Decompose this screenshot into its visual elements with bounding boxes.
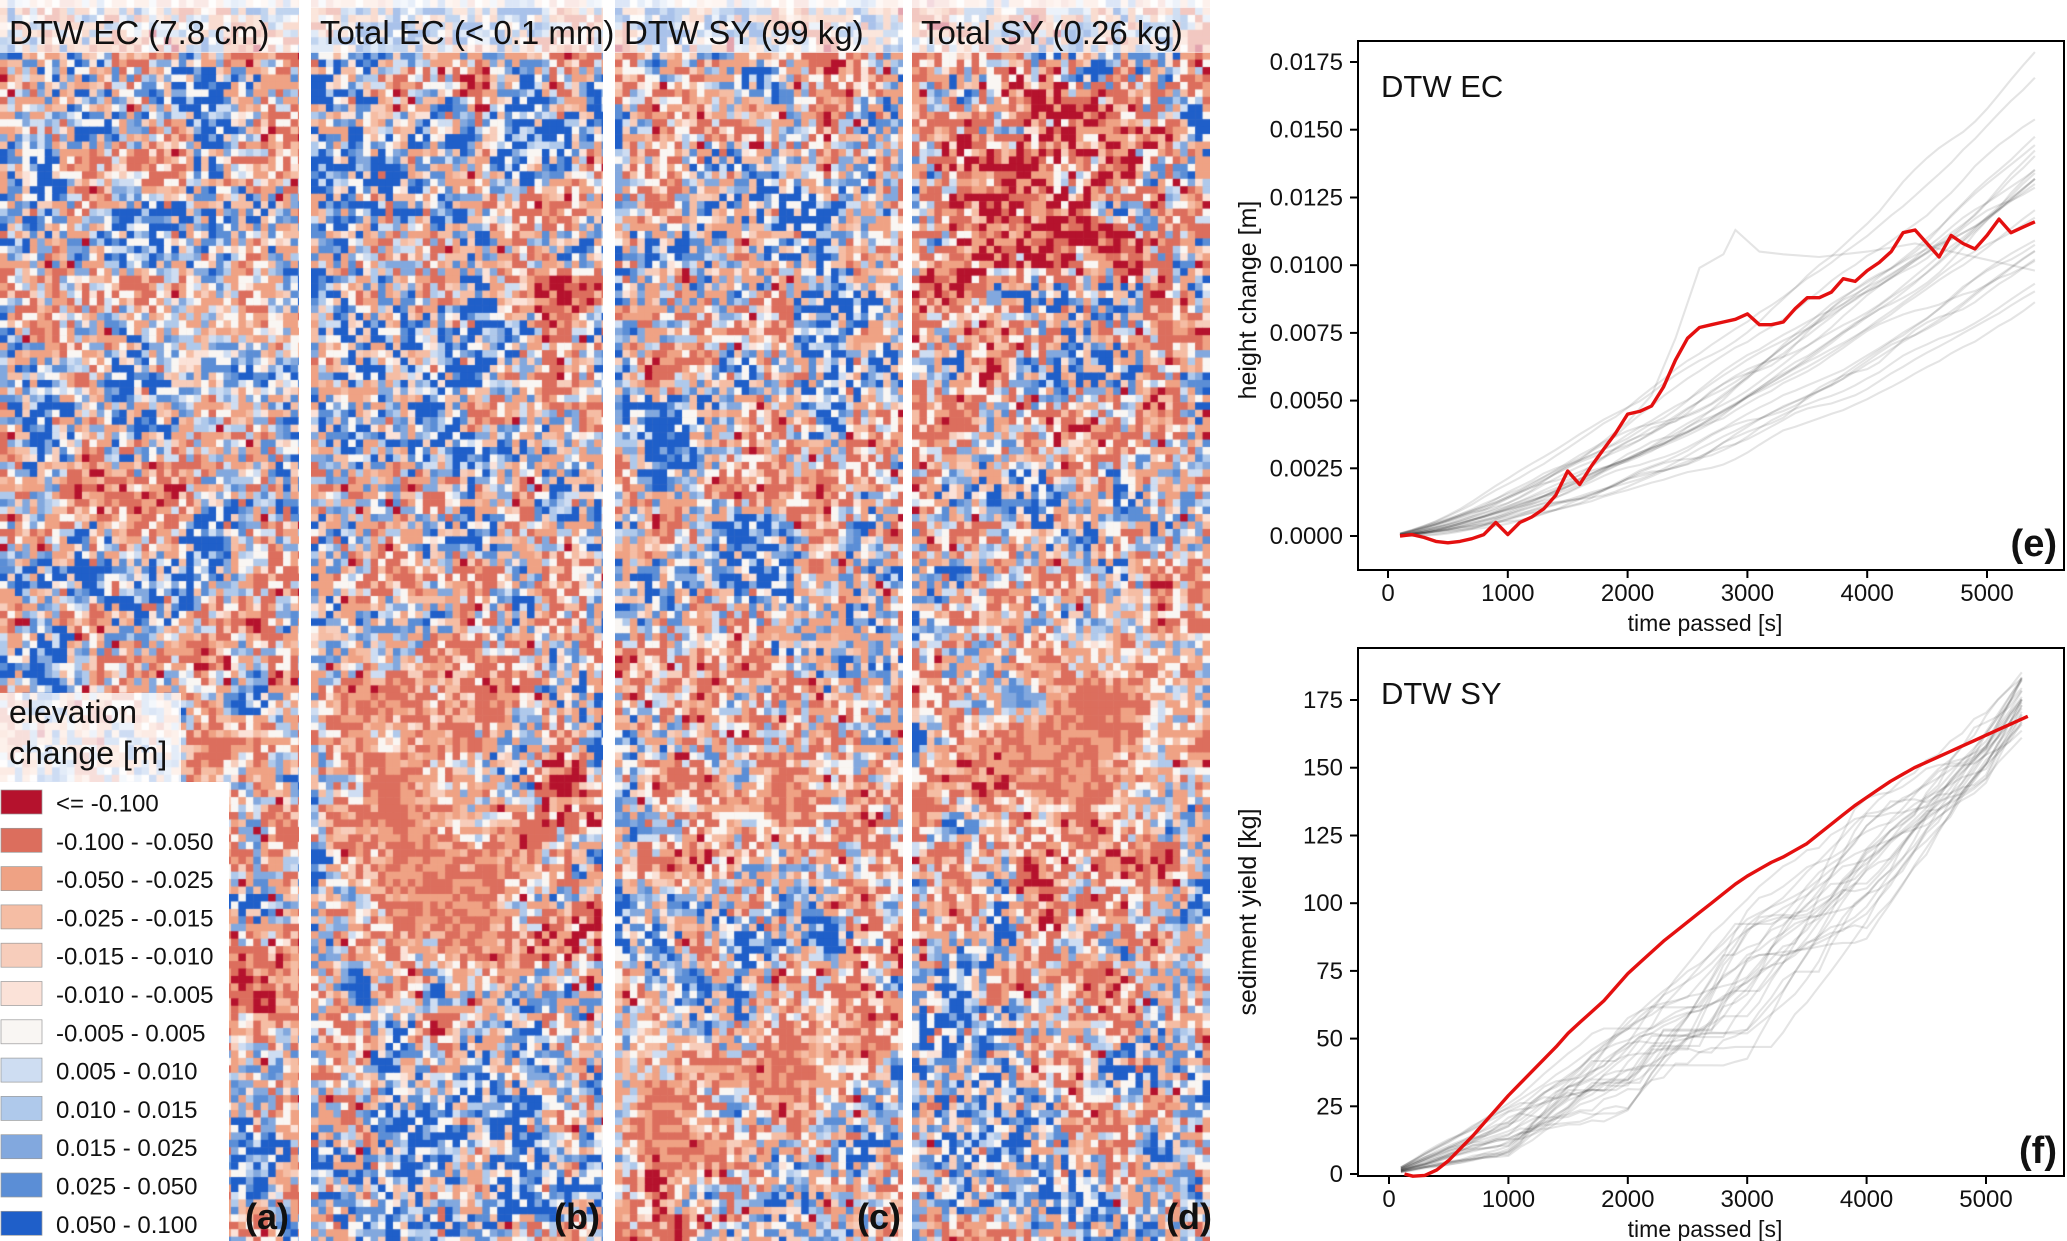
svg-text:<= -0.100: <= -0.100 (56, 791, 159, 818)
svg-text:3000: 3000 (1721, 1186, 1774, 1213)
svg-text:0.0075: 0.0075 (1270, 320, 1343, 347)
svg-text:time passed [s]: time passed [s] (1628, 1216, 1783, 1241)
svg-text:0.0025: 0.0025 (1270, 455, 1343, 482)
svg-text:DTW SY: DTW SY (1381, 676, 1502, 711)
svg-text:DTW SY (99 kg): DTW SY (99 kg) (624, 14, 864, 51)
svg-text:-0.025 - -0.015: -0.025 - -0.015 (56, 905, 213, 932)
svg-text:elevation: elevation (9, 694, 137, 730)
svg-text:0.025 - 0.050: 0.025 - 0.050 (56, 1174, 197, 1201)
svg-text:0: 0 (1381, 580, 1394, 607)
svg-text:25: 25 (1316, 1093, 1343, 1120)
svg-text:175: 175 (1303, 687, 1343, 714)
svg-text:0.0125: 0.0125 (1270, 185, 1343, 212)
svg-text:sediment yield [kg]: sediment yield [kg] (1234, 808, 1262, 1015)
svg-text:2000: 2000 (1601, 580, 1654, 607)
svg-text:height change [m]: height change [m] (1234, 201, 1262, 400)
svg-text:(c): (c) (857, 1196, 901, 1237)
svg-text:DTW EC (7.8 cm): DTW EC (7.8 cm) (9, 14, 269, 51)
svg-text:change [m]: change [m] (9, 735, 167, 771)
svg-text:-0.050 - -0.025: -0.050 - -0.025 (56, 867, 213, 894)
svg-text:50: 50 (1316, 1026, 1343, 1053)
svg-text:5000: 5000 (1960, 580, 2013, 607)
svg-text:0.0050: 0.0050 (1270, 388, 1343, 415)
svg-text:150: 150 (1303, 755, 1343, 782)
svg-text:-0.015 - -0.010: -0.015 - -0.010 (56, 944, 213, 971)
svg-text:0: 0 (1382, 1186, 1395, 1213)
svg-text:(b): (b) (554, 1196, 600, 1237)
svg-text:(d): (d) (1166, 1196, 1212, 1237)
svg-text:3000: 3000 (1721, 580, 1774, 607)
svg-text:0.0150: 0.0150 (1270, 117, 1343, 144)
svg-text:75: 75 (1316, 958, 1343, 985)
svg-text:(a): (a) (245, 1196, 289, 1237)
svg-text:0: 0 (1330, 1161, 1343, 1188)
svg-text:Total EC (< 0.1 mm): Total EC (< 0.1 mm) (320, 14, 614, 51)
svg-text:Total SY (0.26 kg): Total SY (0.26 kg) (921, 14, 1183, 51)
svg-text:4000: 4000 (1840, 1186, 1893, 1213)
svg-text:0.005 - 0.010: 0.005 - 0.010 (56, 1059, 197, 1086)
svg-text:0.010 - 0.015: 0.010 - 0.015 (56, 1097, 197, 1124)
svg-text:0.050 - 0.100: 0.050 - 0.100 (56, 1212, 197, 1239)
svg-text:0.0000: 0.0000 (1270, 523, 1343, 550)
svg-text:1000: 1000 (1482, 1186, 1535, 1213)
svg-text:(e): (e) (2011, 523, 2057, 565)
svg-text:1000: 1000 (1481, 580, 1534, 607)
svg-text:4000: 4000 (1841, 580, 1894, 607)
svg-text:-0.010 - -0.005: -0.010 - -0.005 (56, 982, 213, 1009)
svg-text:-0.005 - 0.005: -0.005 - 0.005 (56, 1020, 205, 1047)
svg-text:time passed [s]: time passed [s] (1628, 610, 1783, 636)
svg-text:100: 100 (1303, 890, 1343, 917)
svg-text:0.0100: 0.0100 (1270, 252, 1343, 279)
svg-text:DTW EC: DTW EC (1381, 69, 1503, 104)
svg-text:-0.100 - -0.050: -0.100 - -0.050 (56, 829, 213, 856)
svg-text:5000: 5000 (1959, 1186, 2012, 1213)
svg-text:125: 125 (1303, 823, 1343, 850)
svg-text:2000: 2000 (1601, 1186, 1654, 1213)
svg-text:0.015 - 0.025: 0.015 - 0.025 (56, 1135, 197, 1162)
svg-text:(f): (f) (2019, 1130, 2057, 1172)
svg-text:0.0175: 0.0175 (1270, 49, 1343, 76)
